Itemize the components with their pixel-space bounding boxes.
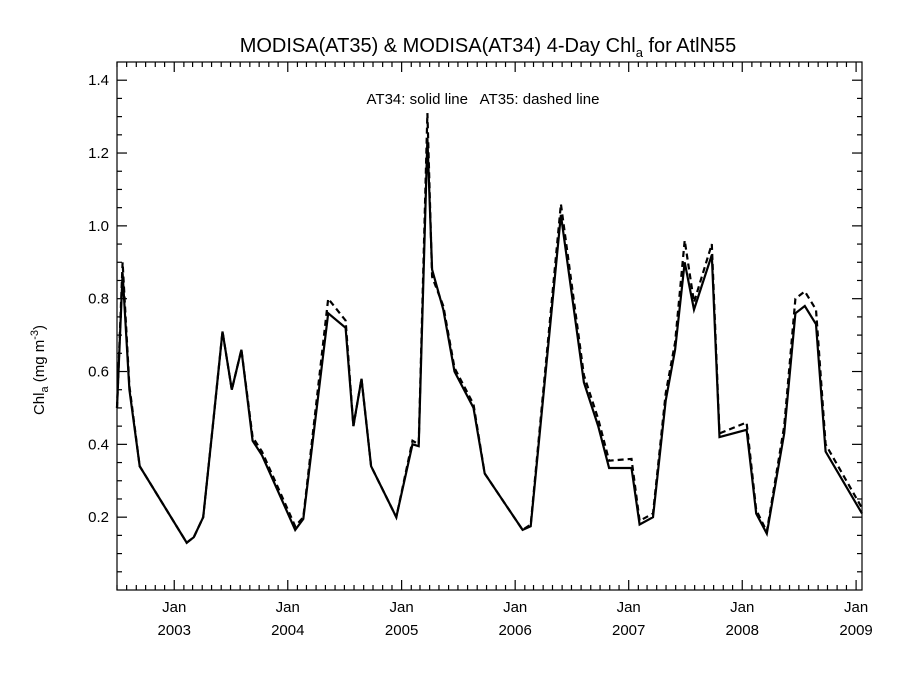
x-tick-year-label: 2004: [271, 622, 304, 639]
y-axis-label-units: (mg m: [31, 340, 48, 387]
x-tick-month-label: Jan: [390, 599, 414, 616]
y-axis-label-superscript: -3: [29, 330, 41, 340]
plot-frame: [116, 61, 863, 591]
x-tick-year-label: 2008: [726, 622, 759, 639]
x-tick-month-label: Jan: [162, 599, 186, 616]
series-line-at35: [115, 112, 863, 545]
series-line-at34: [115, 138, 863, 545]
y-axis-ticks: 0.2 0.4 0.6 0.8 1.0 1.2 1.4: [88, 72, 862, 573]
y-tick-label: 1.0: [88, 218, 109, 235]
series-group: [115, 112, 863, 545]
y-tick-label: 0.8: [88, 291, 109, 308]
x-tick-year-label: 2007: [612, 622, 645, 639]
y-axis-label-close: ): [31, 325, 48, 330]
chart-title-end: for AtlN55: [643, 35, 736, 57]
x-tick-year-label: 2009: [839, 622, 872, 639]
y-axis-label: Chla (mg m-3): [29, 325, 51, 415]
y-tick-label: 1.2: [88, 145, 109, 162]
chart-title-subscript: a: [636, 45, 644, 60]
y-tick-label: 0.6: [88, 364, 109, 381]
x-tick-month-label: Jan: [276, 599, 300, 616]
chart-title: MODISA(AT35) & MODISA(AT34) 4-Day Chla f…: [240, 35, 737, 60]
x-tick-month-label: Jan: [730, 599, 754, 616]
x-tick-year-label: 2006: [498, 622, 531, 639]
x-tick-month-label: Jan: [617, 599, 641, 616]
y-axis-label-subscript: a: [39, 386, 51, 393]
x-tick-year-label: 2003: [158, 622, 191, 639]
legend-annotation: AT34: solid line AT35: dashed line: [367, 91, 600, 108]
chart-title-main: MODISA(AT35) & MODISA(AT34) 4-Day Chl: [240, 35, 636, 57]
y-tick-label: 0.4: [88, 436, 109, 453]
x-tick-year-label: 2005: [385, 622, 418, 639]
x-axis-ticks: Jan 2003 Jan 2004 Jan 2005 Jan 2006 Jan 2007 Jan 20…: [116, 62, 873, 639]
y-tick-label: 1.4: [88, 72, 109, 89]
x-tick-month-label: Jan: [844, 599, 868, 616]
y-axis-label-main: Chl: [31, 393, 48, 416]
y-tick-label: 0.2: [88, 509, 109, 526]
x-tick-month-label: Jan: [503, 599, 527, 616]
